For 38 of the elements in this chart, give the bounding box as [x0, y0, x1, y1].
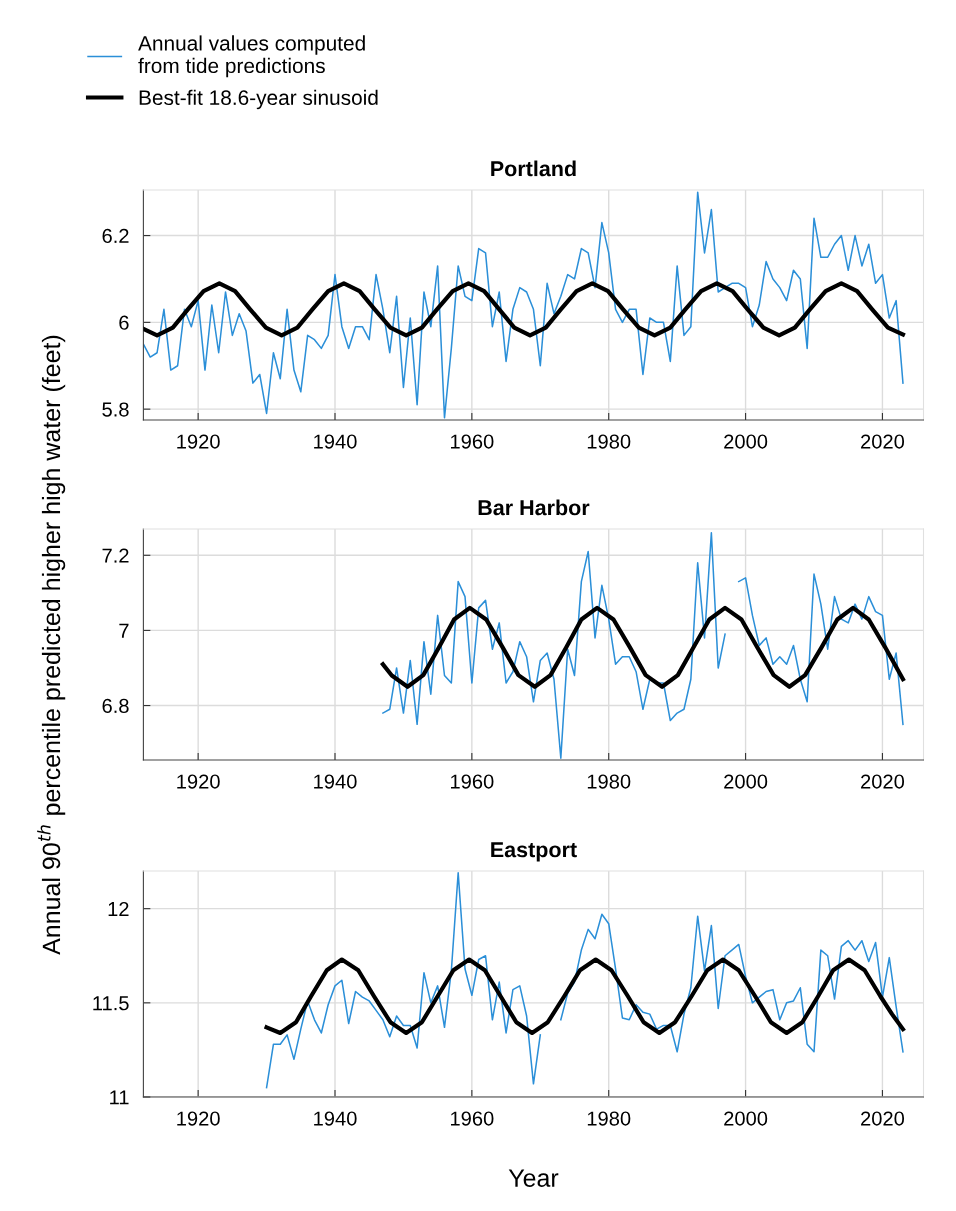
x-tick-label: 1960: [451, 1111, 494, 1126]
x-tick-label: 1920: [177, 1111, 220, 1126]
chart-title: Portland: [491, 160, 576, 177]
legend-label: Annual values computed from tide predictions: [138, 35, 365, 78]
x-tick-label: 1920: [177, 434, 220, 449]
line-series: [380, 605, 906, 689]
x-tick-label: 2000: [724, 1111, 768, 1126]
y-tick-label: 5.8: [102, 402, 129, 417]
y-tick-label: 6.8: [102, 698, 129, 714]
y-axis-title: Annual 90$^{th}$ percentile predicted higher high water (feet): [37, 335, 66, 955]
line-series: [143, 191, 904, 419]
x-tick-label: 1940: [314, 774, 357, 789]
y-tick-label: 11: [110, 1090, 129, 1105]
x-tick-label: 2000: [724, 774, 768, 789]
x-tick-label: 1940: [314, 434, 357, 449]
x-tick-label: 2020: [861, 774, 905, 789]
line-series: [143, 281, 906, 338]
x-tick-label: 2020: [861, 1111, 905, 1126]
x-tick-label: 1980: [587, 434, 631, 449]
legend-label: Best-fit 18.6-year sinusoid: [139, 89, 378, 110]
y-tick-label: 7: [119, 623, 129, 638]
y-tick-label: 11.5: [93, 996, 129, 1011]
line-series: [264, 957, 906, 1036]
x-tick-label: 1960: [451, 774, 494, 789]
chart-title: Bar Harbor: [478, 499, 590, 516]
x-tick-label: 1920: [177, 774, 220, 789]
x-tick-label: 1980: [587, 774, 631, 789]
y-tick-label: 6: [119, 315, 129, 330]
x-tick-label: 1940: [314, 1111, 357, 1126]
y-tick-label: 12: [108, 901, 129, 916]
x-tick-label: 2020: [861, 434, 905, 449]
y-tick-label: 6.2: [102, 228, 129, 244]
x-tick-label: 1960: [451, 434, 494, 449]
y-tick-label: 7.2: [102, 548, 129, 563]
x-axis-title: Year: [508, 1169, 559, 1187]
chart-title: Eastport: [491, 842, 577, 862]
x-tick-label: 2000: [724, 434, 768, 449]
x-tick-label: 1980: [587, 1111, 631, 1126]
